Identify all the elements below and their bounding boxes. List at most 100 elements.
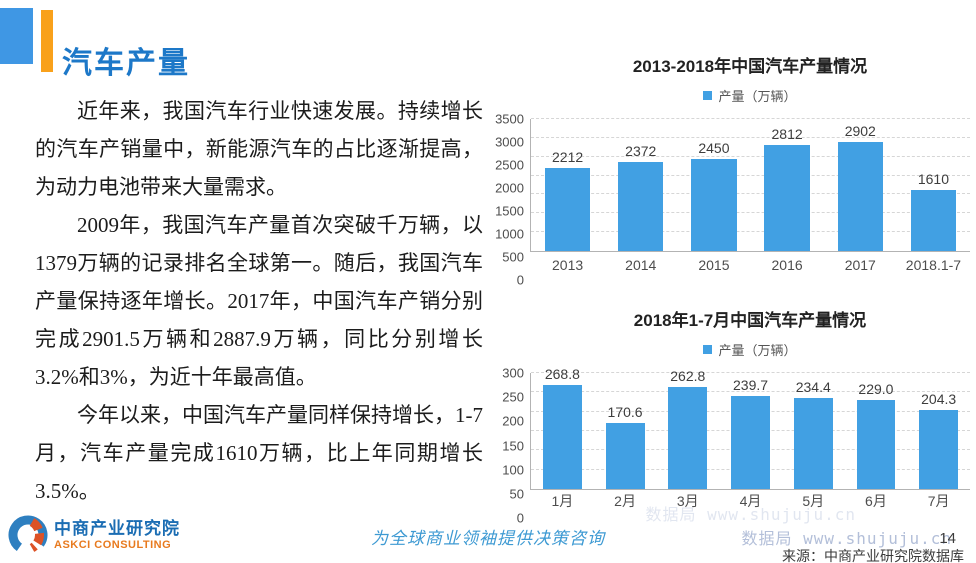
- bar[interactable]: [605, 423, 645, 489]
- bar-value-label: 2372: [625, 142, 657, 159]
- bar-group: 239.7 4月: [719, 373, 782, 509]
- x-axis-label: 7月: [927, 493, 950, 509]
- y-tick-label: 2500: [495, 157, 524, 173]
- x-axis-label: 2014: [625, 257, 657, 273]
- bar[interactable]: [856, 400, 896, 489]
- gridline: [531, 136, 970, 138]
- gridline: [531, 155, 970, 157]
- chart-legend: 产量（万辆）: [530, 86, 970, 105]
- bar[interactable]: [837, 141, 883, 251]
- bar[interactable]: [544, 167, 591, 251]
- bar-value-label: 170.6: [607, 404, 643, 421]
- logo-name-cn: 中商产业研究院: [54, 518, 180, 538]
- y-tick-label: 2000: [495, 180, 524, 196]
- bar-group: 170.6 2月: [594, 373, 657, 509]
- bar-group: 268.8 1月: [531, 367, 594, 509]
- page-title: 汽车产量: [62, 47, 190, 81]
- bar[interactable]: [618, 161, 664, 251]
- logo-text: 中商产业研究院 ASKCI CONSULTING: [54, 519, 180, 552]
- chart-title: 2018年1-7月中国汽车产量情况: [633, 311, 867, 330]
- legend-label: 产量（万辆）: [718, 343, 797, 358]
- logo-name-en: ASKCI CONSULTING: [54, 538, 172, 551]
- bar-value-label: 2212: [552, 148, 584, 165]
- x-axis-label: 2018.1-7: [905, 257, 962, 273]
- paragraph-1: 近年来，我国汽车行业快速发展。持续增长的汽车产销量中，新能源汽车的占比逐渐提高，…: [35, 99, 483, 199]
- chart-monthly-production: 2018年1-7月中国汽车产量情况 产量（万辆） 300 250 200 150 100…: [492, 306, 970, 525]
- legend-swatch-icon: [703, 345, 713, 354]
- watermark: 数据局 www.shujuju.cn: [741, 529, 952, 548]
- chart-title: 2013-2018年中国汽车产量情况: [632, 57, 868, 76]
- bar-value-label: 2450: [698, 139, 730, 156]
- article: 近年来，我国汽车行业快速发展。持续增长的汽车产销量中，新能源汽车的占比逐渐提高，…: [35, 92, 483, 510]
- bar-group: 1610 2018.1-7: [897, 119, 970, 273]
- gridline: [531, 372, 970, 373]
- y-tick-label: 0: [516, 510, 524, 526]
- gridline: [531, 391, 970, 393]
- bar[interactable]: [919, 410, 959, 489]
- y-axis: 300 250 200 150 100 50 0: [492, 367, 530, 525]
- x-axis-label: 2016: [771, 257, 803, 273]
- y-tick-label: 500: [502, 249, 524, 265]
- y-tick-label: 250: [502, 389, 524, 405]
- legend-label: 产量（万辆）: [718, 89, 797, 104]
- y-tick-label: 300: [502, 365, 524, 381]
- paragraph-3: 今年以来，中国汽车产量同样保持增长，1-7月，汽车产量完成1610万辆，比上年同…: [35, 403, 483, 503]
- gridline: [531, 118, 970, 119]
- gridline: [531, 193, 970, 195]
- bar-value-label: 229.0: [858, 381, 894, 398]
- bar-value-label: 2812: [771, 125, 803, 142]
- bar[interactable]: [542, 385, 582, 489]
- bar-group: 204.3 7月: [907, 373, 970, 509]
- bar-group: 262.8 3月: [656, 369, 719, 509]
- plot-area: 268.8 1月 170.6 2月 262.8 3月 239.7 4月 234.4 5月 229.0…: [530, 367, 970, 509]
- bar-group: 2212 2013: [531, 119, 604, 273]
- x-axis-label: 2013: [552, 257, 584, 273]
- footer-slogan: 为全球商业领袖提供决策咨询: [371, 529, 605, 548]
- x-axis-label: 1月: [551, 493, 574, 509]
- bar-group: 234.4 5月: [782, 373, 845, 509]
- plot-area-wrap: 3500 3000 2500 2000 1500 1000 500 0 2212 2013 237…: [492, 113, 970, 287]
- y-tick-label: 1500: [495, 203, 524, 219]
- x-axis-label: 6月: [865, 493, 887, 509]
- plot-area-wrap: 300 250 200 150 100 50 0 268.8 1月 170.6 2月 262.8 3月…: [492, 367, 970, 525]
- bar[interactable]: [910, 190, 957, 251]
- y-tick-label: 200: [502, 413, 524, 429]
- bar-group: 2450 2015: [677, 119, 750, 273]
- plot-area: 2212 2013 2372 2014 2450 2015 2812 2016 2902 2017…: [530, 118, 970, 273]
- x-axis-label: 2月: [614, 493, 636, 509]
- bar-group: 229.0 6月: [845, 373, 908, 509]
- header-accent-bar: [41, 10, 53, 72]
- gridline: [531, 231, 970, 233]
- bar[interactable]: [793, 398, 833, 489]
- bar-group: 2812 2016: [751, 119, 824, 273]
- bar[interactable]: [668, 387, 708, 489]
- chart-legend: 产量（万辆）: [530, 340, 970, 359]
- header-accent-square: [0, 8, 33, 64]
- bar[interactable]: [764, 144, 810, 251]
- y-tick-label: 3000: [495, 134, 524, 150]
- askci-logo-icon: [8, 515, 48, 555]
- source-note: 来源：中商产业研究院数据库: [782, 550, 964, 563]
- x-axis-label: 2015: [698, 257, 730, 273]
- charts-column: 2013-2018年中国汽车产量情况 产量（万辆） 3500 3000 2500 20…: [492, 52, 970, 563]
- y-tick-label: 50: [509, 486, 524, 502]
- gridline: [531, 212, 970, 214]
- bar-value-label: 268.8: [544, 366, 580, 383]
- x-axis-label: 2017: [844, 257, 876, 273]
- y-tick-label: 1000: [495, 226, 524, 242]
- y-tick-label: 100: [502, 462, 524, 478]
- bar[interactable]: [731, 396, 770, 489]
- bar-value-label: 2902: [844, 122, 876, 139]
- paragraph-2: 2009年，我国汽车产量首次突破千万辆，以1379万辆的记录排名全球第一。随后，…: [35, 213, 483, 389]
- company-logo: 中商产业研究院 ASKCI CONSULTING: [8, 515, 180, 555]
- bar-value-label: 234.4: [795, 379, 831, 396]
- y-tick-label: 150: [502, 438, 524, 453]
- y-tick-label: 0: [516, 272, 524, 288]
- x-axis-label: 4月: [739, 493, 762, 509]
- bar-value-label: 204.3: [921, 391, 957, 408]
- bar[interactable]: [691, 158, 737, 251]
- page-number: 14: [939, 530, 956, 547]
- x-axis-label: 5月: [802, 493, 825, 509]
- bar-value-label: 1610: [917, 171, 950, 188]
